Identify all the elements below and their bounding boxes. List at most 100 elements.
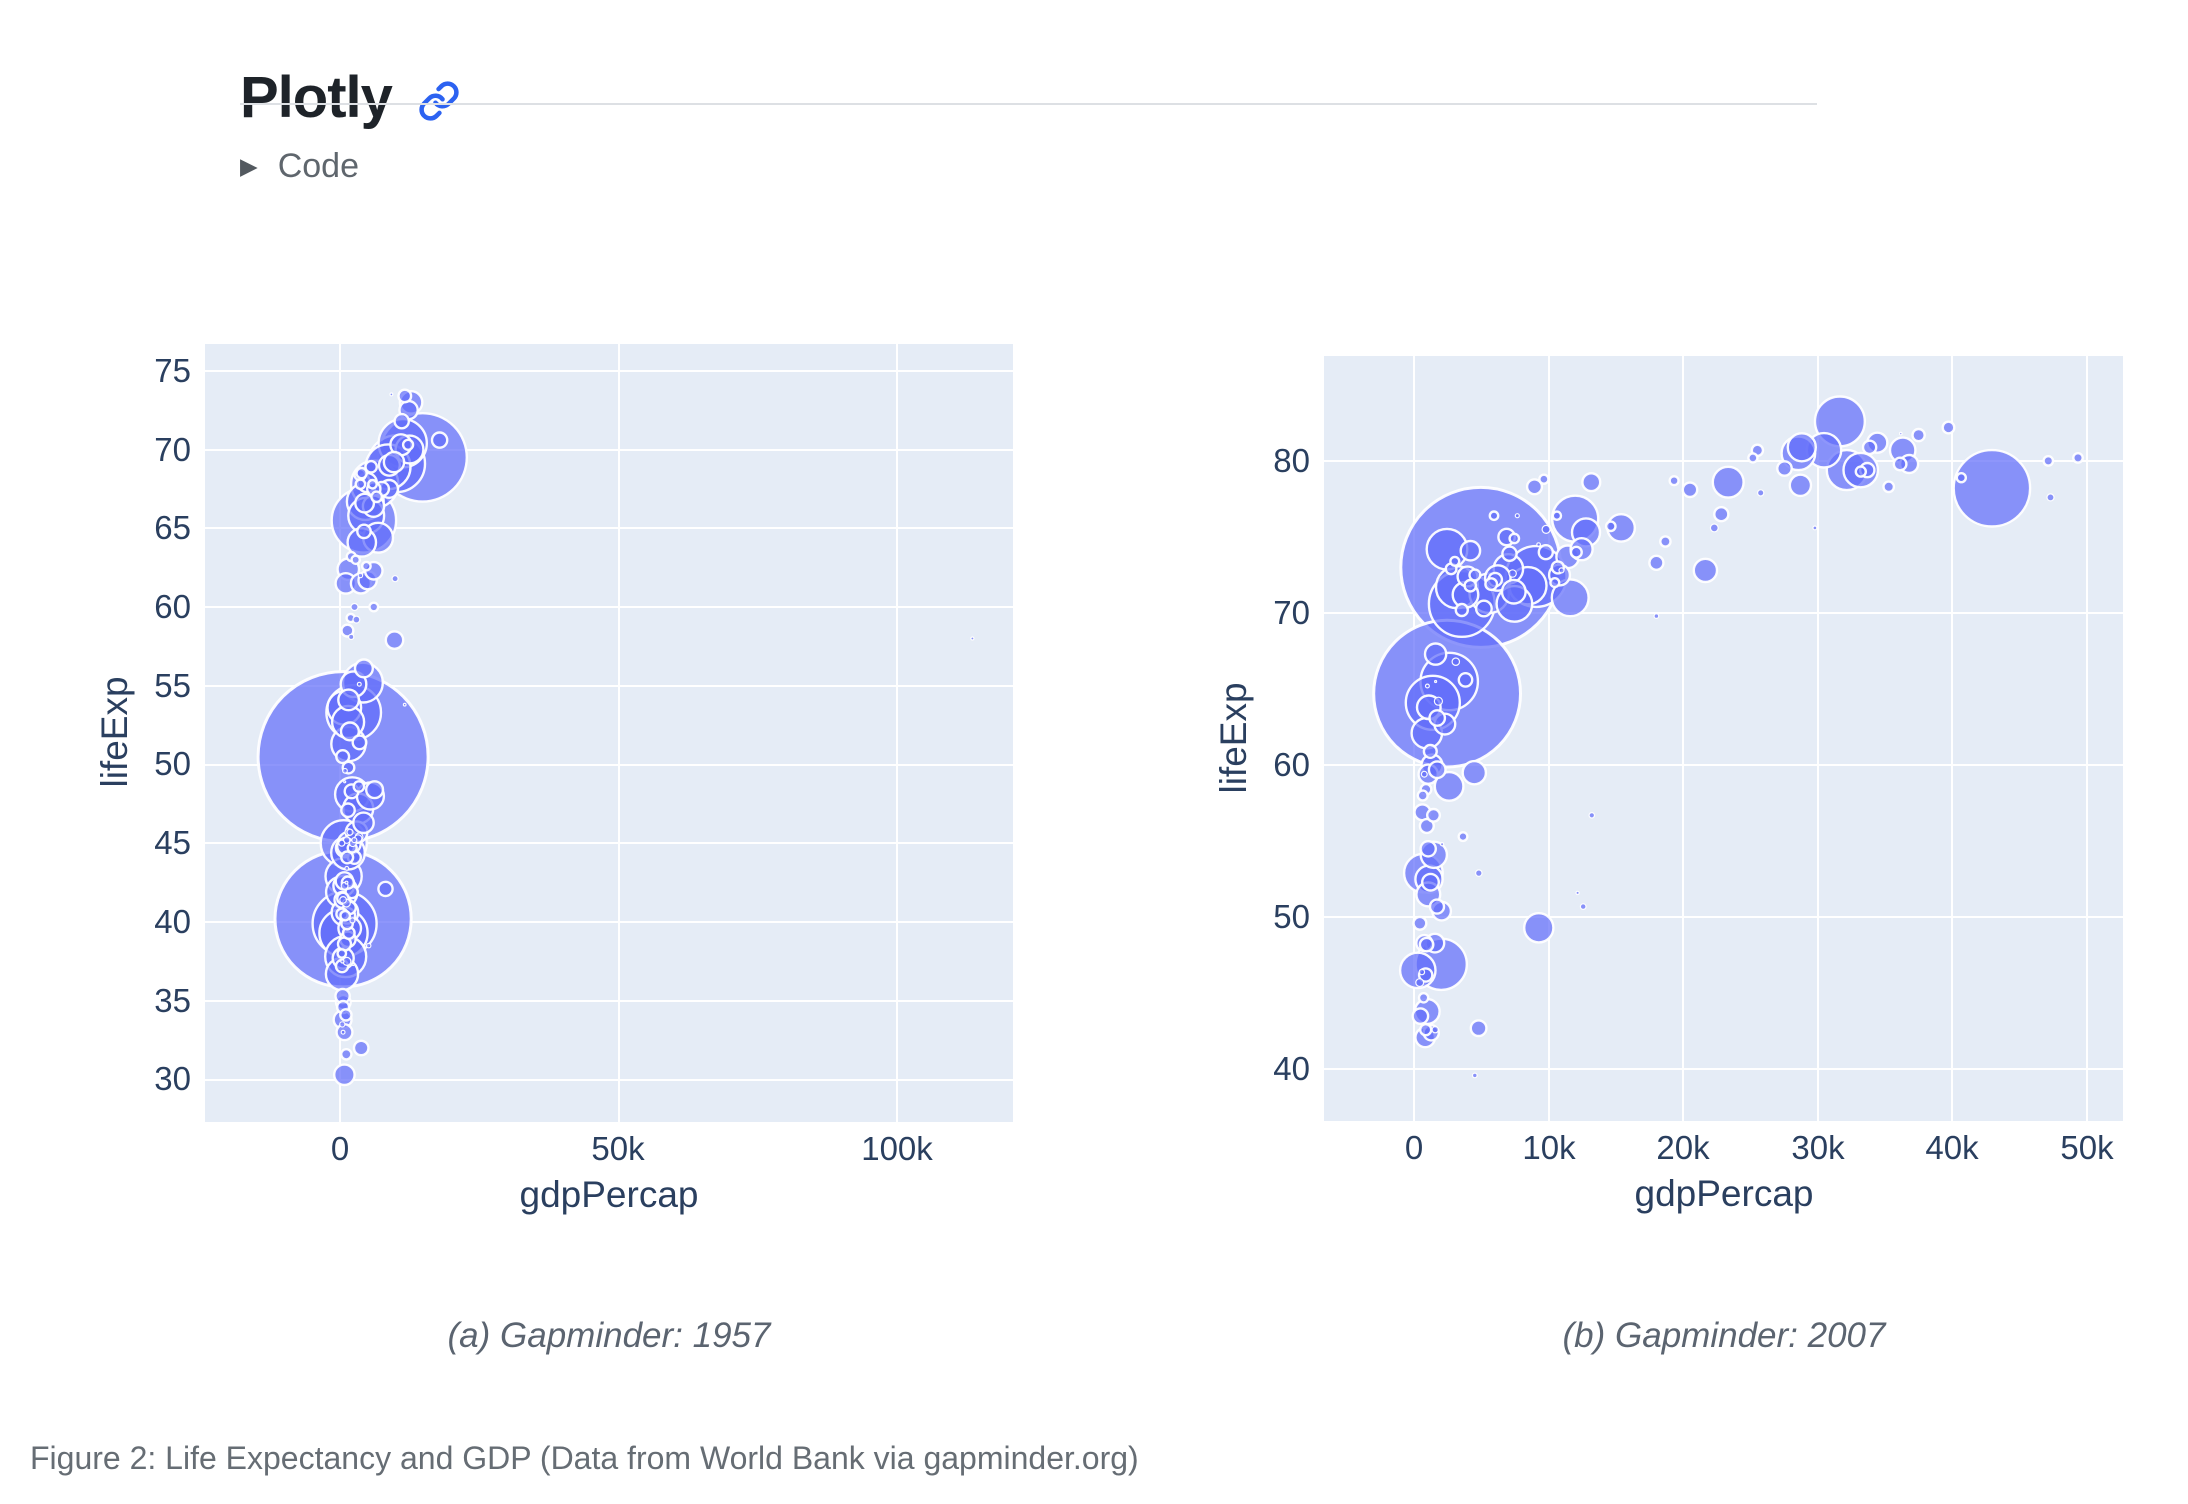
bubble[interactable]: [364, 459, 379, 474]
bubble[interactable]: [1420, 770, 1428, 778]
bubble[interactable]: [1882, 480, 1896, 494]
bubble[interactable]: [349, 917, 356, 924]
bubble[interactable]: [1536, 542, 1542, 548]
bubble[interactable]: [1541, 524, 1551, 534]
bubble[interactable]: [1439, 842, 1445, 847]
bubble[interactable]: [344, 865, 350, 871]
bubble[interactable]: [1454, 602, 1470, 618]
bubble[interactable]: [1955, 471, 1967, 484]
bubble[interactable]: [354, 478, 367, 491]
plot-area-gapminder-1957[interactable]: [205, 344, 1013, 1122]
bubble[interactable]: [391, 575, 399, 583]
bubble[interactable]: [339, 721, 360, 742]
bubble[interactable]: [1711, 465, 1745, 499]
bubble[interactable]: [1709, 523, 1719, 533]
bubble[interactable]: [1418, 936, 1435, 953]
bubble[interactable]: [1525, 478, 1544, 496]
bubble[interactable]: [1418, 1023, 1433, 1037]
bubble[interactable]: [1459, 539, 1482, 562]
bubble[interactable]: [393, 412, 410, 430]
anchor-link-icon[interactable]: [418, 80, 460, 122]
bubble[interactable]: [970, 636, 975, 641]
bubble[interactable]: [340, 1029, 346, 1035]
bubble[interactable]: [1451, 657, 1461, 667]
bubble[interactable]: [1500, 578, 1527, 605]
bubble[interactable]: [339, 909, 352, 922]
bubble[interactable]: [347, 633, 355, 641]
bubble[interactable]: [1668, 475, 1680, 487]
bubble[interactable]: [1854, 465, 1867, 478]
bubble[interactable]: [368, 601, 380, 613]
bubble[interactable]: [351, 837, 358, 844]
bubble[interactable]: [1747, 452, 1759, 464]
bubble[interactable]: [1475, 869, 1483, 877]
bubble[interactable]: [335, 749, 351, 765]
bubble[interactable]: [367, 478, 378, 490]
bubble[interactable]: [353, 658, 374, 679]
bubble[interactable]: [340, 802, 356, 819]
bubble[interactable]: [338, 839, 346, 847]
bubble[interactable]: [344, 880, 349, 885]
bubble[interactable]: [1420, 872, 1440, 892]
bubble[interactable]: [1941, 420, 1956, 435]
bubble[interactable]: [402, 702, 407, 707]
plot-area-gapminder-2007[interactable]: [1324, 356, 2123, 1121]
bubble[interactable]: [1786, 432, 1817, 463]
bubble[interactable]: [1433, 770, 1465, 802]
bubble[interactable]: [1648, 554, 1665, 572]
bubble[interactable]: [365, 942, 372, 949]
bubble[interactable]: [1431, 1026, 1439, 1034]
bubble[interactable]: [1461, 759, 1488, 786]
bubble[interactable]: [1898, 431, 1903, 436]
bubble[interactable]: [1463, 578, 1478, 593]
bubble[interactable]: [339, 896, 348, 904]
bubble[interactable]: [1418, 968, 1426, 976]
bubble[interactable]: [1812, 525, 1818, 531]
bubble[interactable]: [1424, 683, 1430, 689]
bubble[interactable]: [1952, 448, 2032, 528]
bubble[interactable]: [1423, 642, 1448, 666]
code-fold-toggle[interactable]: ▶ Code: [240, 147, 359, 186]
bubble[interactable]: [352, 811, 375, 835]
bubble[interactable]: [1788, 473, 1813, 498]
bubble[interactable]: [354, 492, 376, 514]
bubble[interactable]: [1581, 472, 1602, 493]
bubble[interactable]: [384, 630, 405, 650]
bubble[interactable]: [1468, 568, 1482, 582]
bubble[interactable]: [1415, 978, 1425, 988]
bubble[interactable]: [1558, 567, 1565, 574]
bubble[interactable]: [355, 466, 368, 480]
bubble[interactable]: [339, 1048, 353, 1061]
bubble[interactable]: [352, 780, 366, 793]
bubble[interactable]: [1692, 557, 1719, 584]
bubble[interactable]: [1433, 679, 1438, 684]
bubble[interactable]: [356, 523, 372, 540]
bubble[interactable]: [1757, 489, 1765, 497]
bubble[interactable]: [1428, 898, 1446, 915]
bubble[interactable]: [1588, 811, 1596, 819]
bubble[interactable]: [2046, 493, 2055, 502]
bubble[interactable]: [1471, 1072, 1478, 1079]
bubble[interactable]: [397, 388, 413, 404]
bubble[interactable]: [1488, 510, 1500, 522]
bubble[interactable]: [1551, 510, 1563, 521]
bubble[interactable]: [351, 734, 368, 751]
bubble[interactable]: [337, 688, 361, 712]
bubble[interactable]: [350, 602, 359, 612]
bubble[interactable]: [1457, 831, 1469, 843]
bubble[interactable]: [340, 623, 355, 638]
bubble[interactable]: [332, 1063, 356, 1087]
bubble[interactable]: [1653, 613, 1660, 620]
bubble[interactable]: [1419, 839, 1437, 858]
bubble[interactable]: [346, 828, 354, 836]
bubble[interactable]: [1501, 545, 1518, 562]
bubble[interactable]: [1508, 569, 1517, 578]
bubble[interactable]: [1484, 577, 1499, 592]
bubble[interactable]: [1776, 460, 1793, 477]
bubble[interactable]: [351, 962, 355, 967]
bubble[interactable]: [1522, 912, 1555, 944]
bubble[interactable]: [360, 560, 372, 572]
bubble[interactable]: [401, 438, 415, 452]
bubble[interactable]: [340, 959, 345, 964]
bubble[interactable]: [365, 780, 385, 800]
